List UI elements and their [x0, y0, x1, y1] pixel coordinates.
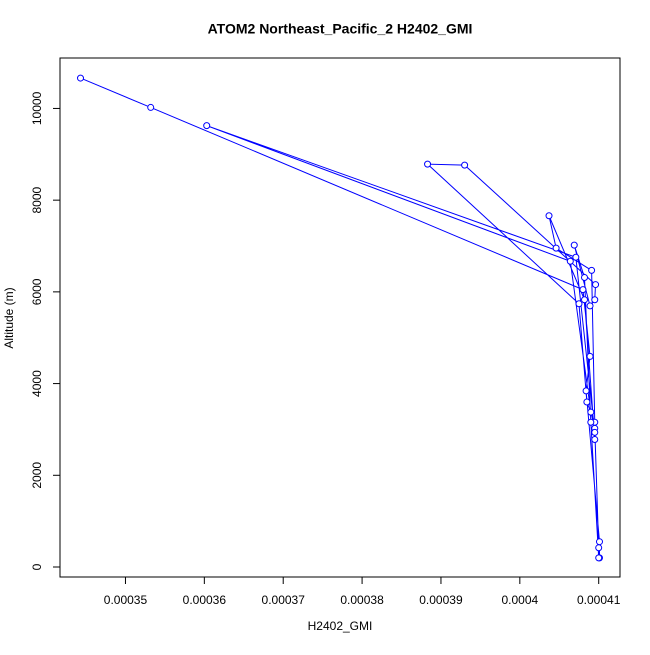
- data-point: [595, 544, 603, 552]
- chart-title: ATOM2 Northeast_Pacific_2 H2402_GMI: [208, 21, 473, 37]
- series-line: [80, 77, 600, 558]
- data-point: [424, 160, 432, 168]
- data-point: [591, 428, 599, 436]
- data-point: [586, 302, 594, 310]
- x-tick-label: 0.00036: [183, 593, 227, 607]
- data-point: [566, 257, 574, 265]
- plot-frame: [59, 57, 621, 578]
- data-point: [77, 74, 85, 82]
- data-point: [591, 296, 599, 304]
- data-point: [591, 435, 599, 443]
- x-tick-label: 0.00038: [340, 593, 384, 607]
- data-point: [545, 212, 553, 220]
- data-point: [587, 418, 595, 426]
- data-point: [588, 266, 596, 274]
- data-point: [587, 408, 595, 416]
- data-point: [582, 387, 590, 395]
- data-point: [586, 352, 594, 360]
- y-axis-title: Altitude (m): [2, 287, 16, 348]
- data-point: [595, 554, 603, 562]
- y-tick-label: 8000: [30, 186, 44, 213]
- x-axis-title: H2402_GMI: [308, 619, 373, 633]
- x-tick-label: 0.0004: [501, 593, 538, 607]
- data-point: [595, 538, 603, 546]
- data-point: [572, 253, 580, 261]
- y-tick-label: 0: [30, 563, 44, 570]
- data-point: [581, 296, 589, 304]
- data-point: [203, 122, 211, 130]
- x-tick-label: 0.00037: [262, 593, 306, 607]
- data-point: [581, 274, 589, 282]
- x-tick-label: 0.00041: [577, 593, 621, 607]
- x-tick-label: 0.00039: [419, 593, 463, 607]
- y-tick-label: 6000: [30, 278, 44, 305]
- data-point: [570, 241, 578, 249]
- y-tick-label: 4000: [30, 370, 44, 397]
- data-point: [461, 161, 469, 169]
- y-tick-label: 2000: [30, 462, 44, 489]
- x-tick-label: 0.00035: [104, 593, 148, 607]
- y-tick-label: 10000: [30, 91, 44, 125]
- data-point: [552, 244, 560, 252]
- data-point: [575, 300, 583, 308]
- data-point: [583, 398, 591, 406]
- data-point: [579, 286, 587, 294]
- data-point: [592, 281, 600, 289]
- data-point: [147, 103, 155, 111]
